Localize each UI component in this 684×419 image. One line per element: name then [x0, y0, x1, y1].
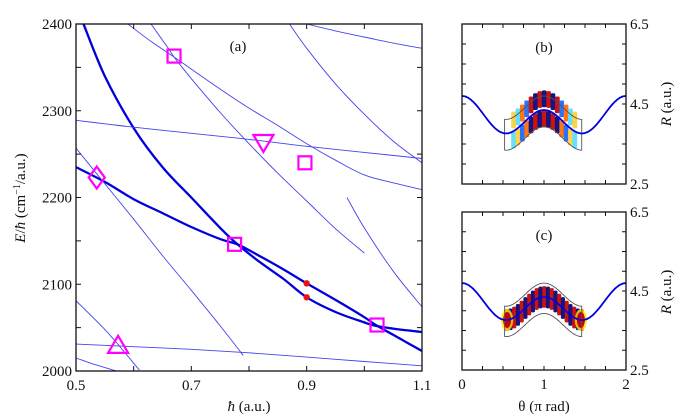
wavefunction-lobe [528, 116, 534, 134]
wavefunction-lobe [537, 111, 543, 128]
wavefunction-lobe [572, 111, 578, 129]
red-dot-marker [303, 280, 310, 287]
wavefunction-lobe [546, 91, 551, 108]
wavefunction-lobe [550, 113, 556, 131]
curve-level-3 [76, 119, 422, 159]
wavefunction-lobe [568, 128, 573, 146]
y-axis-label-a: E/ħ (cm−1/a.u.) [12, 153, 30, 243]
wavefunction-lobe [563, 104, 569, 122]
panel-b-ticks: 2.5 4.5 6.5 [461, 17, 649, 193]
y-tick-label: 2.5 [630, 177, 649, 193]
curve-level-9 [76, 343, 422, 367]
wavefunction-lobe [519, 104, 525, 122]
curve-level-8 [76, 147, 244, 356]
curve-level-5 [150, 24, 365, 254]
curve-thick-level-2 [76, 166, 422, 353]
wavefunction-lobe [537, 91, 543, 108]
panel-b-label: (b) [535, 40, 553, 56]
y-tick-label: 2200 [42, 191, 72, 207]
curve-level-11 [76, 357, 117, 371]
wavefunction-lobe [559, 120, 565, 138]
y-axis-label-c: R (a.u.) [659, 270, 675, 316]
panel-a-label: (a) [230, 39, 247, 55]
y-axis-label-b: R (a.u.) [659, 82, 675, 128]
wavefunction-lobe [572, 131, 578, 149]
y-tick-label: 4.5 [630, 97, 649, 113]
square-marker [369, 317, 385, 333]
panel-b: 2.5 4.5 6.5 (b) R (a.u.) [461, 17, 675, 193]
wavefunction-lobe [541, 110, 547, 128]
y-tick-label: 4.5 [630, 284, 649, 300]
x-axis-label-a: ħ (a.u.) [228, 399, 271, 415]
potential-valley-curve [462, 282, 626, 321]
x-tick-label: 2 [622, 377, 630, 393]
wavefunction-lobe [515, 128, 521, 146]
triangle-up-marker [106, 333, 131, 354]
triangle-down-marker [251, 133, 276, 155]
curve-level-6 [289, 24, 422, 164]
energy-contour [504, 95, 583, 151]
y-tick-label: 2.5 [630, 363, 649, 379]
wavefunction-lobe [563, 124, 569, 142]
wavefunction-lobe [524, 100, 530, 118]
wavefunction-lobe [515, 108, 521, 126]
y-tick-label: 6.5 [630, 205, 649, 221]
crossing-markers [87, 48, 385, 354]
wavefunction-lobe [519, 124, 525, 142]
wavefunction-map-b [462, 90, 626, 151]
panel-c: 0 1 22.5 4.5 6.5 (c) θ (π rad) R (a.u.) [458, 205, 675, 415]
curve-level-4 [127, 24, 422, 191]
panel-a-ticks: 0.5 0.7 0.9 1.1 2000 2100 2200 2300 2400 [42, 17, 431, 394]
potential-valley-curve [462, 95, 626, 135]
wavefunction-lobe [511, 131, 516, 149]
x-axis-label-c: θ (π rad) [518, 399, 569, 415]
y-tick-label: 2000 [42, 364, 72, 380]
y-tick-label: 2300 [42, 104, 72, 120]
x-tick-label: 0.5 [67, 378, 86, 394]
wavefunction-lobe [528, 96, 534, 114]
panel-c-ticks: 0 1 22.5 4.5 6.5 [458, 205, 649, 393]
wavefunction-lobe [533, 93, 538, 111]
square-marker [226, 236, 243, 252]
wavefunction-lobe [554, 116, 560, 134]
red-dot-marker [303, 294, 310, 301]
x-tick-label: 1.1 [413, 378, 432, 394]
wavefunction-lobe [550, 93, 556, 111]
y-tick-label: 2100 [42, 277, 72, 293]
wavefunction-lobe [546, 111, 551, 128]
wavefunction-lobe [533, 113, 538, 131]
x-tick-label: 1 [540, 377, 548, 393]
square-marker [166, 48, 182, 64]
square-marker [297, 155, 313, 171]
curve-level-12 [346, 197, 422, 308]
x-tick-label: 0.7 [182, 378, 201, 394]
curve-thick-level-1 [82, 24, 422, 334]
wavefunction-lobe [511, 111, 516, 129]
curve-level-10 [76, 300, 140, 371]
energy-contour [504, 282, 583, 338]
wavefunction-lobe [568, 108, 573, 126]
curve-level-7 [306, 24, 422, 49]
wavefunction-lobe [524, 120, 530, 138]
x-tick-label: 0 [458, 377, 466, 393]
y-tick-label: 6.5 [630, 17, 649, 33]
wavefunction-lobe [559, 100, 565, 118]
panel-c-label: (c) [536, 228, 553, 244]
wavefunction-lobe [541, 90, 547, 108]
y-tick-label: 2400 [42, 17, 72, 33]
energy-level-curves [76, 24, 422, 371]
panel-a: 0.5 0.7 0.9 1.1 2000 2100 2200 2300 2400 (a) ħ (… [12, 17, 432, 415]
wavefunction-lobe [554, 96, 560, 114]
diamond-marker [87, 164, 107, 191]
wavefunction-map-c [462, 282, 626, 338]
x-tick-label: 0.9 [297, 378, 316, 394]
